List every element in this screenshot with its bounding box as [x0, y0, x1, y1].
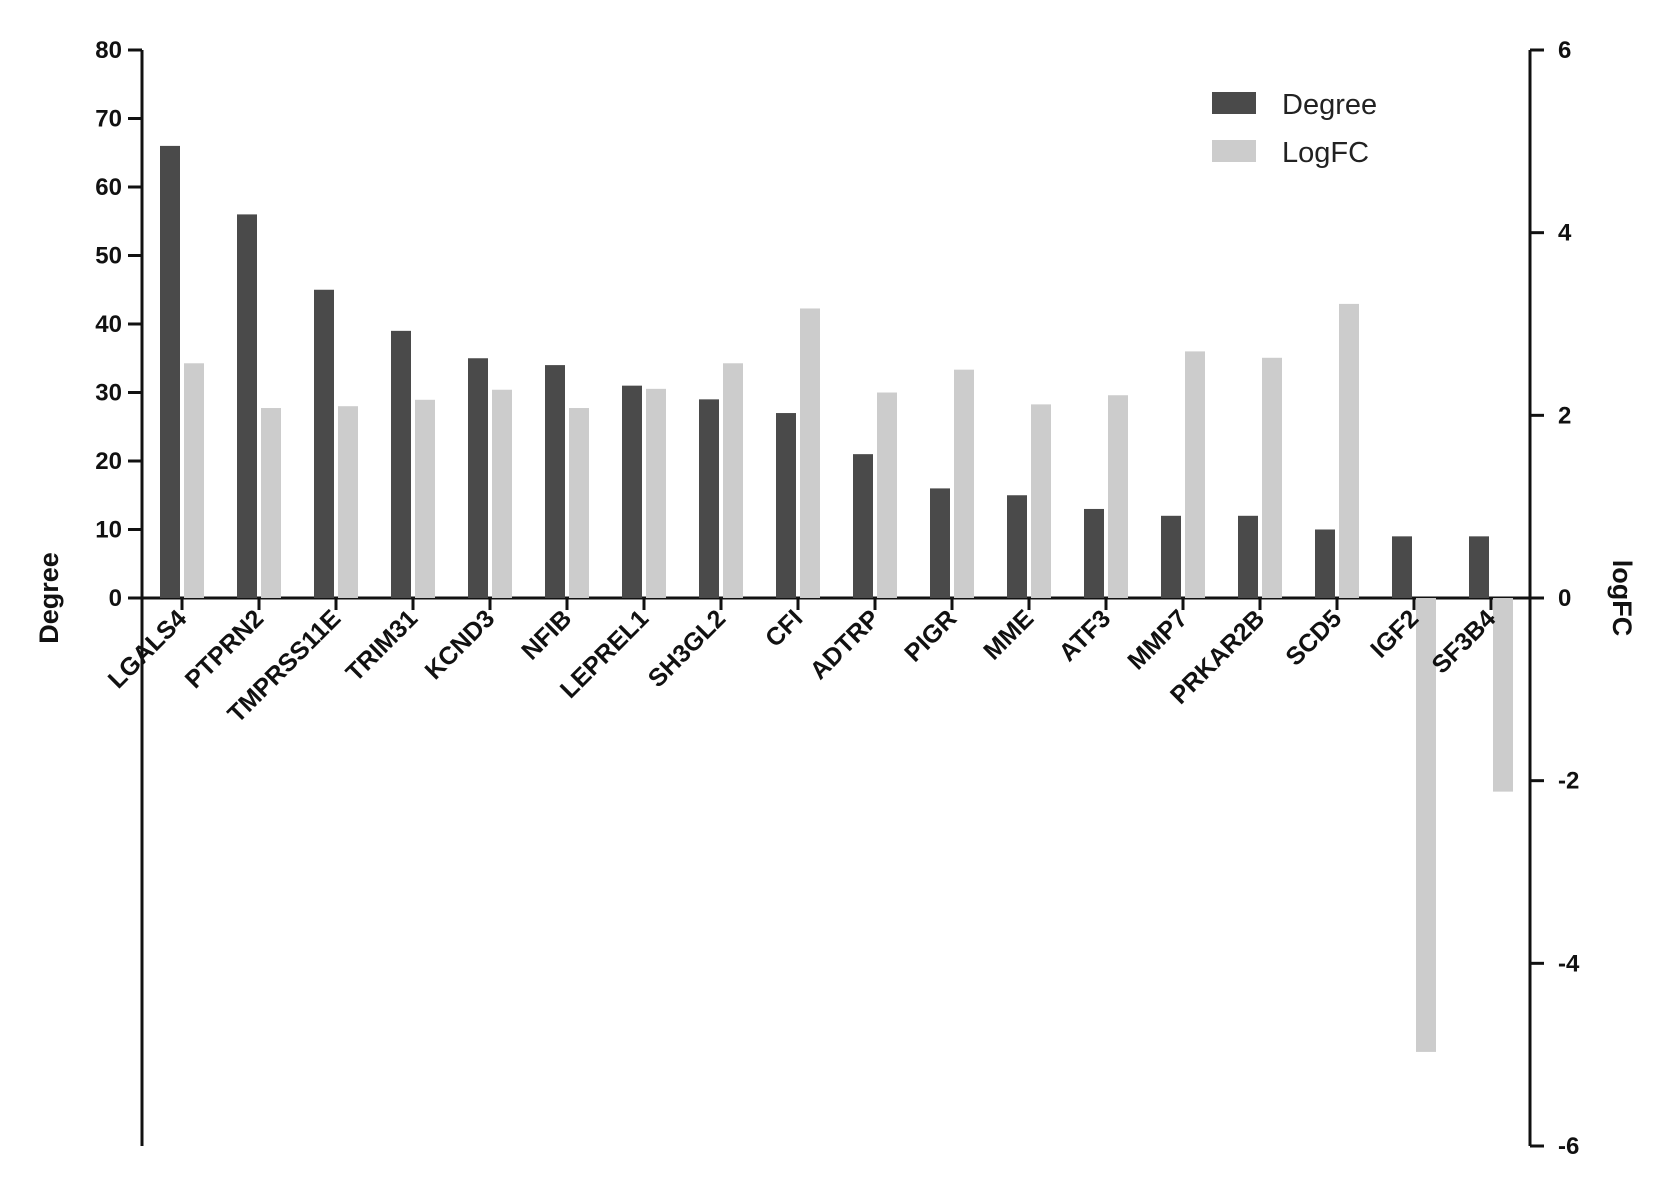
bar-logfc [338, 406, 358, 598]
x-tick-label: PIGR [899, 604, 962, 667]
legend-label: LogFC [1282, 137, 1369, 169]
legend-swatch [1212, 92, 1256, 114]
y-right-tick-label: 6 [1558, 37, 1571, 64]
x-tick-label: MME [978, 604, 1039, 665]
bar-logfc [800, 308, 820, 598]
bar-degree [237, 214, 257, 598]
y-left-tick-label: 10 [95, 517, 122, 544]
bar-logfc [1416, 598, 1436, 1052]
bar-degree [545, 365, 565, 598]
bar-logfc [1339, 303, 1359, 598]
y-right-tick-label: -4 [1558, 950, 1580, 977]
y-left-tick-label: 30 [95, 380, 122, 407]
bar-degree [468, 358, 488, 598]
bar-degree [1315, 529, 1335, 598]
x-tick-label: SF3B4 [1426, 604, 1501, 679]
bar-logfc [184, 363, 204, 598]
bar-logfc [261, 408, 281, 598]
y-axis-left-title: Degree [34, 552, 64, 644]
bar-degree [622, 385, 642, 598]
y-left-tick-label: 40 [95, 311, 122, 338]
bar-degree [1469, 536, 1489, 598]
bar-degree [1007, 495, 1027, 598]
y-left-tick-label: 60 [95, 174, 122, 201]
x-tick-label: NFIB [516, 604, 577, 665]
bar-degree [1238, 515, 1258, 598]
bars-layer [160, 145, 1513, 1052]
bar-logfc [1031, 404, 1051, 598]
y-right-tick-label: 2 [1558, 402, 1571, 429]
bar-degree [930, 488, 950, 598]
legend-swatch [1212, 140, 1256, 162]
bar-degree [699, 399, 719, 598]
bar-logfc [646, 388, 666, 598]
y-right-tick-label: -2 [1558, 768, 1579, 795]
x-tick-label: IGF2 [1365, 604, 1424, 663]
bar-logfc [877, 392, 897, 598]
legend-label: Degree [1282, 89, 1377, 121]
x-tick-label: ADTRP [805, 604, 886, 685]
x-tick-label: SCD5 [1280, 604, 1347, 671]
bar-logfc [415, 399, 435, 598]
bar-degree [160, 145, 180, 598]
y-left-tick-label: 50 [95, 243, 122, 270]
bar-logfc [492, 389, 512, 598]
bar-degree [776, 413, 796, 598]
x-tick-label: TRIM31 [341, 604, 424, 687]
x-tick-label: CFI [760, 604, 808, 652]
bar-logfc [723, 363, 743, 598]
x-tick-label: MMP7 [1122, 604, 1193, 675]
y-right-tick-label: 0 [1558, 585, 1571, 612]
y-left-tick-label: 20 [95, 448, 122, 475]
bar-degree [391, 330, 411, 598]
bar-logfc [1493, 598, 1513, 792]
bar-degree [1161, 515, 1181, 598]
bar-degree [1084, 508, 1104, 598]
bar-degree [853, 454, 873, 598]
bar-logfc [569, 408, 589, 598]
x-tick-label: ATF3 [1054, 604, 1117, 667]
axes-layer [128, 48, 1544, 1148]
bar-degree [1392, 536, 1412, 598]
bar-logfc [1262, 357, 1282, 598]
y-right-tick-label: -6 [1558, 1133, 1579, 1160]
y-right-tick-label: 4 [1558, 220, 1572, 247]
bar-logfc [1185, 351, 1205, 598]
x-tick-label: KCND3 [420, 604, 501, 685]
bar-degree [314, 289, 334, 598]
legend: Degree LogFC [1212, 89, 1377, 169]
x-tick-label: SH3GL2 [643, 604, 732, 693]
bar-logfc [954, 369, 974, 598]
bar-logfc [1108, 395, 1128, 598]
y-axis-right-title: logFC [1607, 560, 1637, 636]
x-tick-label: LGALS4 [103, 604, 193, 694]
y-left-tick-label: 80 [95, 37, 122, 64]
y-left-tick-label: 70 [95, 106, 122, 133]
y-left-tick-label: 0 [109, 585, 122, 612]
